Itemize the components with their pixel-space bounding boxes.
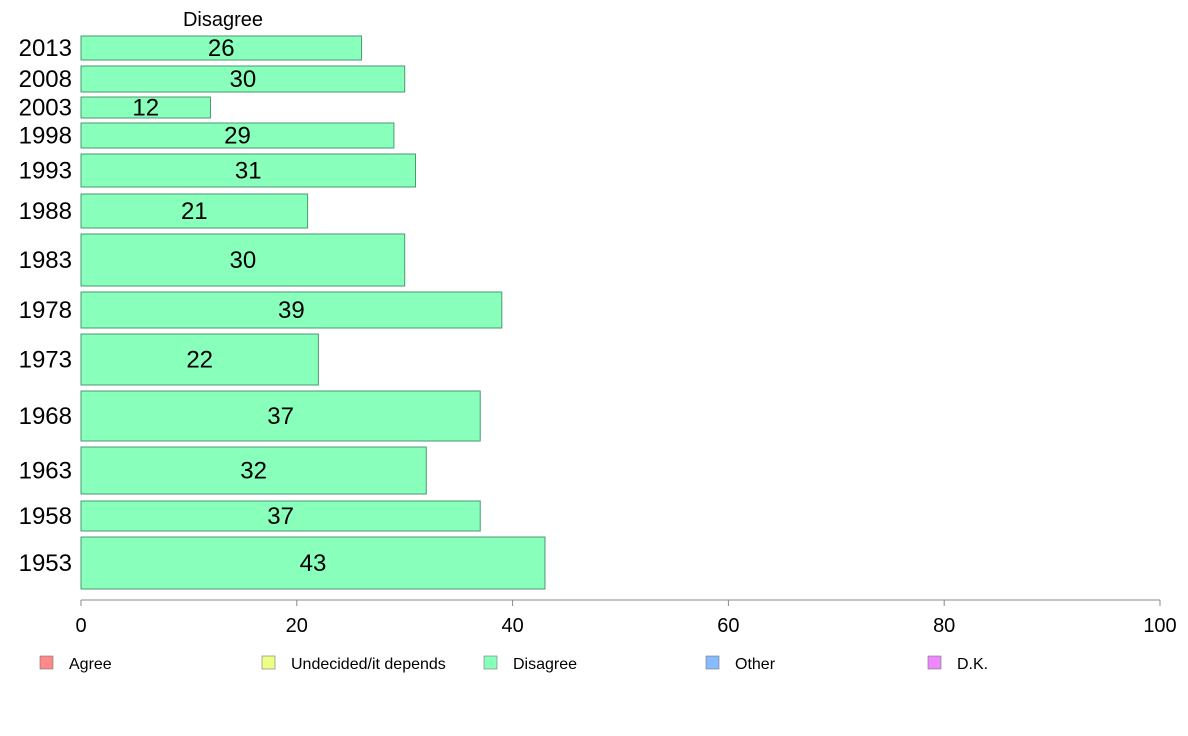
x-tick-label-20: 20	[286, 615, 308, 637]
bar-1988	[80, 193, 309, 229]
bar-value-label-1998: 29	[224, 123, 251, 150]
bar-value-label-1953: 43	[300, 550, 327, 577]
legend-swatch-d-k	[927, 655, 942, 670]
legend-label-agree: Agree	[69, 656, 112, 673]
chart-title: Disagree	[183, 9, 263, 31]
bar-value-label-1973: 22	[186, 347, 213, 374]
bar-value-label-2008: 30	[229, 66, 256, 93]
bar-1998	[80, 122, 395, 149]
legend-label-d-k: D.K.	[957, 656, 988, 673]
bar-2013	[80, 35, 363, 61]
year-label-2013: 2013	[19, 35, 72, 62]
year-label-1983: 1983	[19, 247, 72, 274]
x-tick-label-100: 100	[1143, 615, 1176, 637]
year-label-2008: 2008	[19, 66, 72, 93]
legend-swatch-other	[705, 655, 720, 670]
bar-1993	[80, 153, 416, 188]
bar-1973	[80, 333, 319, 386]
year-label-1958: 1958	[19, 503, 72, 530]
bar-value-label-1968: 37	[267, 403, 294, 430]
x-axis: 0 20 40 60 80 100	[75, 599, 1177, 637]
legend-label-disagree: Disagree	[513, 656, 577, 673]
bar-2008	[80, 65, 406, 93]
bar-value-label-1983: 30	[229, 247, 256, 274]
bar-1968	[80, 390, 481, 442]
bar-value-label-1978: 39	[278, 297, 305, 324]
bar-value-label-2013: 26	[208, 35, 235, 62]
legend-swatch-disagree	[483, 655, 498, 670]
x-tick-label-0: 0	[75, 615, 86, 637]
year-label-1998: 1998	[19, 123, 72, 150]
year-label-1963: 1963	[19, 458, 72, 485]
legend-label-undecided-it-depends: Undecided/it depends	[291, 656, 446, 673]
year-label-2003: 2003	[19, 95, 72, 122]
x-tick-label-60: 60	[717, 615, 739, 637]
bar-value-label-1988: 21	[181, 198, 208, 225]
bar-1958	[80, 500, 481, 532]
year-label-1953: 1953	[19, 550, 72, 577]
bar-value-label-1993: 31	[235, 158, 262, 185]
bar-1983	[80, 233, 406, 287]
legend-swatch-agree	[39, 655, 54, 670]
legend-swatch-undecided-it-depends	[261, 655, 276, 670]
year-label-1973: 1973	[19, 347, 72, 374]
year-label-1968: 1968	[19, 403, 72, 430]
x-tick-label-40: 40	[501, 615, 523, 637]
legend-label-other: Other	[735, 656, 776, 673]
bar-value-label-2003: 12	[132, 95, 159, 122]
legend: Agree Undecided/it depends Disagree Other D.…	[39, 655, 988, 673]
year-label-1993: 1993	[19, 158, 72, 185]
bar-value-label-1958: 37	[267, 503, 294, 530]
bar-value-label-1963: 32	[240, 458, 267, 485]
year-label-1978: 1978	[19, 297, 72, 324]
bar-2003	[80, 96, 211, 119]
bar-1978	[80, 291, 503, 329]
bar-1963	[80, 446, 427, 495]
bar-1953	[80, 536, 546, 590]
year-label-1988: 1988	[19, 198, 72, 225]
x-tick-label-80: 80	[933, 615, 955, 637]
